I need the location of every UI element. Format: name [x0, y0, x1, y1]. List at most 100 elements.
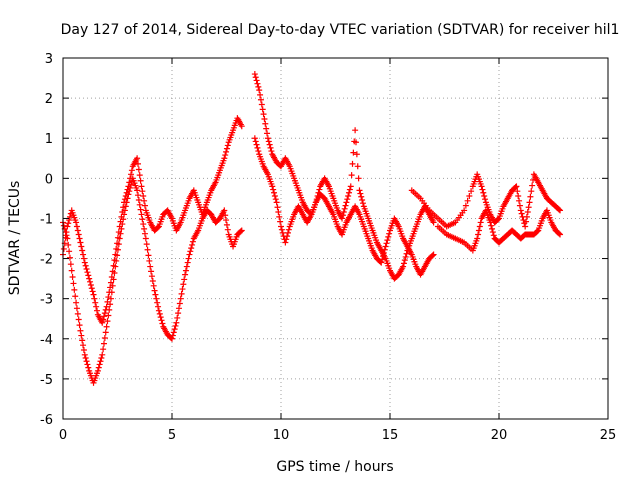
data-point [145, 252, 152, 259]
data-point [522, 223, 529, 230]
data-point [251, 135, 258, 142]
data-point [103, 323, 110, 330]
series-track-d [251, 135, 437, 278]
data-point [110, 276, 117, 283]
data-point [512, 184, 519, 191]
data-point [134, 155, 141, 162]
data-point [527, 193, 534, 200]
data-point [154, 299, 161, 306]
data-point [169, 332, 176, 339]
data-point [267, 144, 274, 151]
data-point [342, 202, 349, 209]
data-point [381, 246, 388, 253]
data-point [146, 257, 153, 264]
data-point [359, 196, 366, 203]
data-point [254, 144, 261, 151]
data-point [402, 253, 409, 260]
data-point [66, 217, 73, 224]
data-point [83, 265, 90, 272]
data-point [91, 295, 98, 302]
data-point [120, 204, 127, 211]
data-point [85, 364, 92, 371]
data-point [73, 219, 80, 226]
data-point [517, 207, 524, 214]
data-point [140, 192, 147, 199]
data-point [102, 329, 109, 336]
data-point [495, 216, 502, 223]
data-point [238, 227, 245, 234]
data-point [79, 337, 86, 344]
data-point [266, 141, 273, 148]
data-point [345, 192, 352, 199]
data-point [258, 101, 265, 108]
data-point [94, 367, 101, 374]
data-point [62, 229, 69, 236]
data-point [263, 125, 270, 132]
data-point [253, 77, 260, 84]
data-point [177, 295, 184, 302]
y-tick-label: -6 [40, 413, 53, 428]
data-point [93, 303, 100, 310]
data-point [84, 269, 91, 276]
data-point [159, 320, 166, 327]
data-point [127, 184, 134, 191]
data-point [114, 252, 121, 259]
data-point [174, 314, 181, 321]
data-point [182, 267, 189, 274]
data-point [172, 322, 179, 329]
data-point [480, 189, 487, 196]
y-tick-label: 2 [45, 92, 53, 107]
data-point [100, 340, 107, 347]
data-point [339, 215, 346, 222]
data-point [237, 228, 244, 235]
data-point [112, 263, 119, 270]
data-point [169, 335, 175, 342]
x-tick-label: 10 [273, 428, 290, 443]
data-point [488, 222, 495, 229]
data-point [68, 267, 75, 274]
data-point [155, 307, 162, 314]
data-point [523, 213, 530, 220]
data-point [180, 281, 187, 288]
data-point [515, 192, 522, 199]
data-point [344, 196, 351, 203]
data-point [141, 202, 148, 209]
data-point [175, 310, 182, 317]
data-point [109, 282, 116, 289]
data-point [276, 213, 283, 220]
data-point [72, 293, 79, 300]
data-point [181, 276, 188, 283]
data-point [60, 245, 67, 252]
data-point [271, 189, 278, 196]
data-point [121, 211, 128, 218]
x-tick-labels: 0 5 10 15 20 25 [59, 428, 616, 443]
data-point [81, 351, 88, 358]
data-point [89, 288, 96, 295]
data-point [128, 181, 135, 188]
data-point [524, 209, 531, 216]
data-point [135, 166, 142, 173]
data-point [74, 310, 81, 317]
data-point [101, 310, 108, 317]
data-point [121, 196, 128, 203]
data-point [141, 225, 148, 232]
x-tick-label: 5 [168, 428, 176, 443]
data-point [316, 186, 323, 193]
data-point [75, 231, 82, 238]
x-tick-label: 0 [59, 428, 67, 443]
data-point [76, 235, 83, 242]
data-point [352, 139, 359, 146]
data-point [173, 319, 180, 326]
data-point [155, 224, 162, 231]
data-point [378, 259, 385, 266]
y-tick-label: 0 [45, 172, 53, 187]
data-point [268, 148, 275, 155]
data-point [341, 205, 348, 212]
data-point [514, 188, 521, 195]
data-point [385, 233, 392, 240]
data-point [386, 230, 393, 237]
axis-ticks [62, 57, 609, 420]
data-point [104, 318, 111, 325]
data-point [285, 226, 292, 233]
data-point [188, 245, 195, 252]
